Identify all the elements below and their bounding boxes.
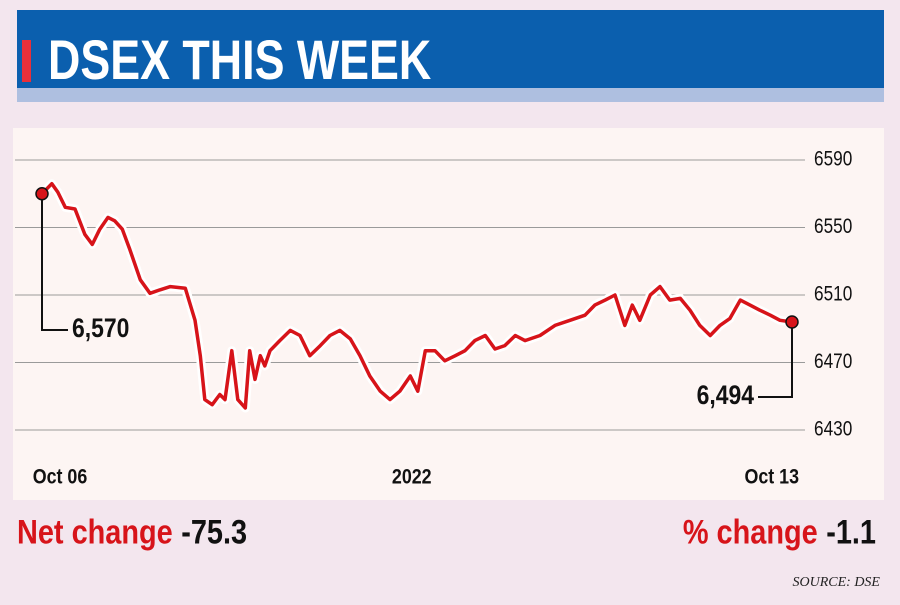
x-tick-label: Oct 13 <box>744 465 799 489</box>
y-tick-label: 6510 <box>814 283 852 306</box>
end-point <box>785 315 799 329</box>
title-banner <box>17 10 884 90</box>
pct-change: % change -1.1 <box>683 513 876 552</box>
line <box>40 181 793 410</box>
y-tick-label: 6430 <box>814 418 852 441</box>
plot: 6430 6470 6510 6550 6590 Oct 06 2022 Oct 13 6,57… <box>15 148 852 489</box>
y-tick-label: 6590 <box>814 148 852 171</box>
y-tick-label: 6550 <box>814 216 852 239</box>
stat-value: -1.1 <box>826 513 876 552</box>
end-point <box>35 187 49 201</box>
stat-value: -75.3 <box>181 513 247 552</box>
chart-title: DSEX THIS WEEK <box>48 28 432 91</box>
stat-label: % change <box>683 513 818 552</box>
plot-panel <box>13 128 884 500</box>
value-label: 6,494 <box>697 380 754 410</box>
value-label: 6,570 <box>72 313 129 343</box>
net-change: Net change -75.3 <box>17 513 247 552</box>
leader-line <box>758 321 793 398</box>
x-tick-label: 2022 <box>392 465 432 489</box>
banner-stripe <box>17 88 884 102</box>
stat-label: Net change <box>17 513 173 552</box>
x-tick-label: Oct 06 <box>33 465 88 489</box>
leader-line <box>41 193 68 331</box>
title-accent <box>22 40 31 82</box>
y-tick-label: 6470 <box>814 351 852 374</box>
source: SOURCE: DSE <box>793 575 881 590</box>
